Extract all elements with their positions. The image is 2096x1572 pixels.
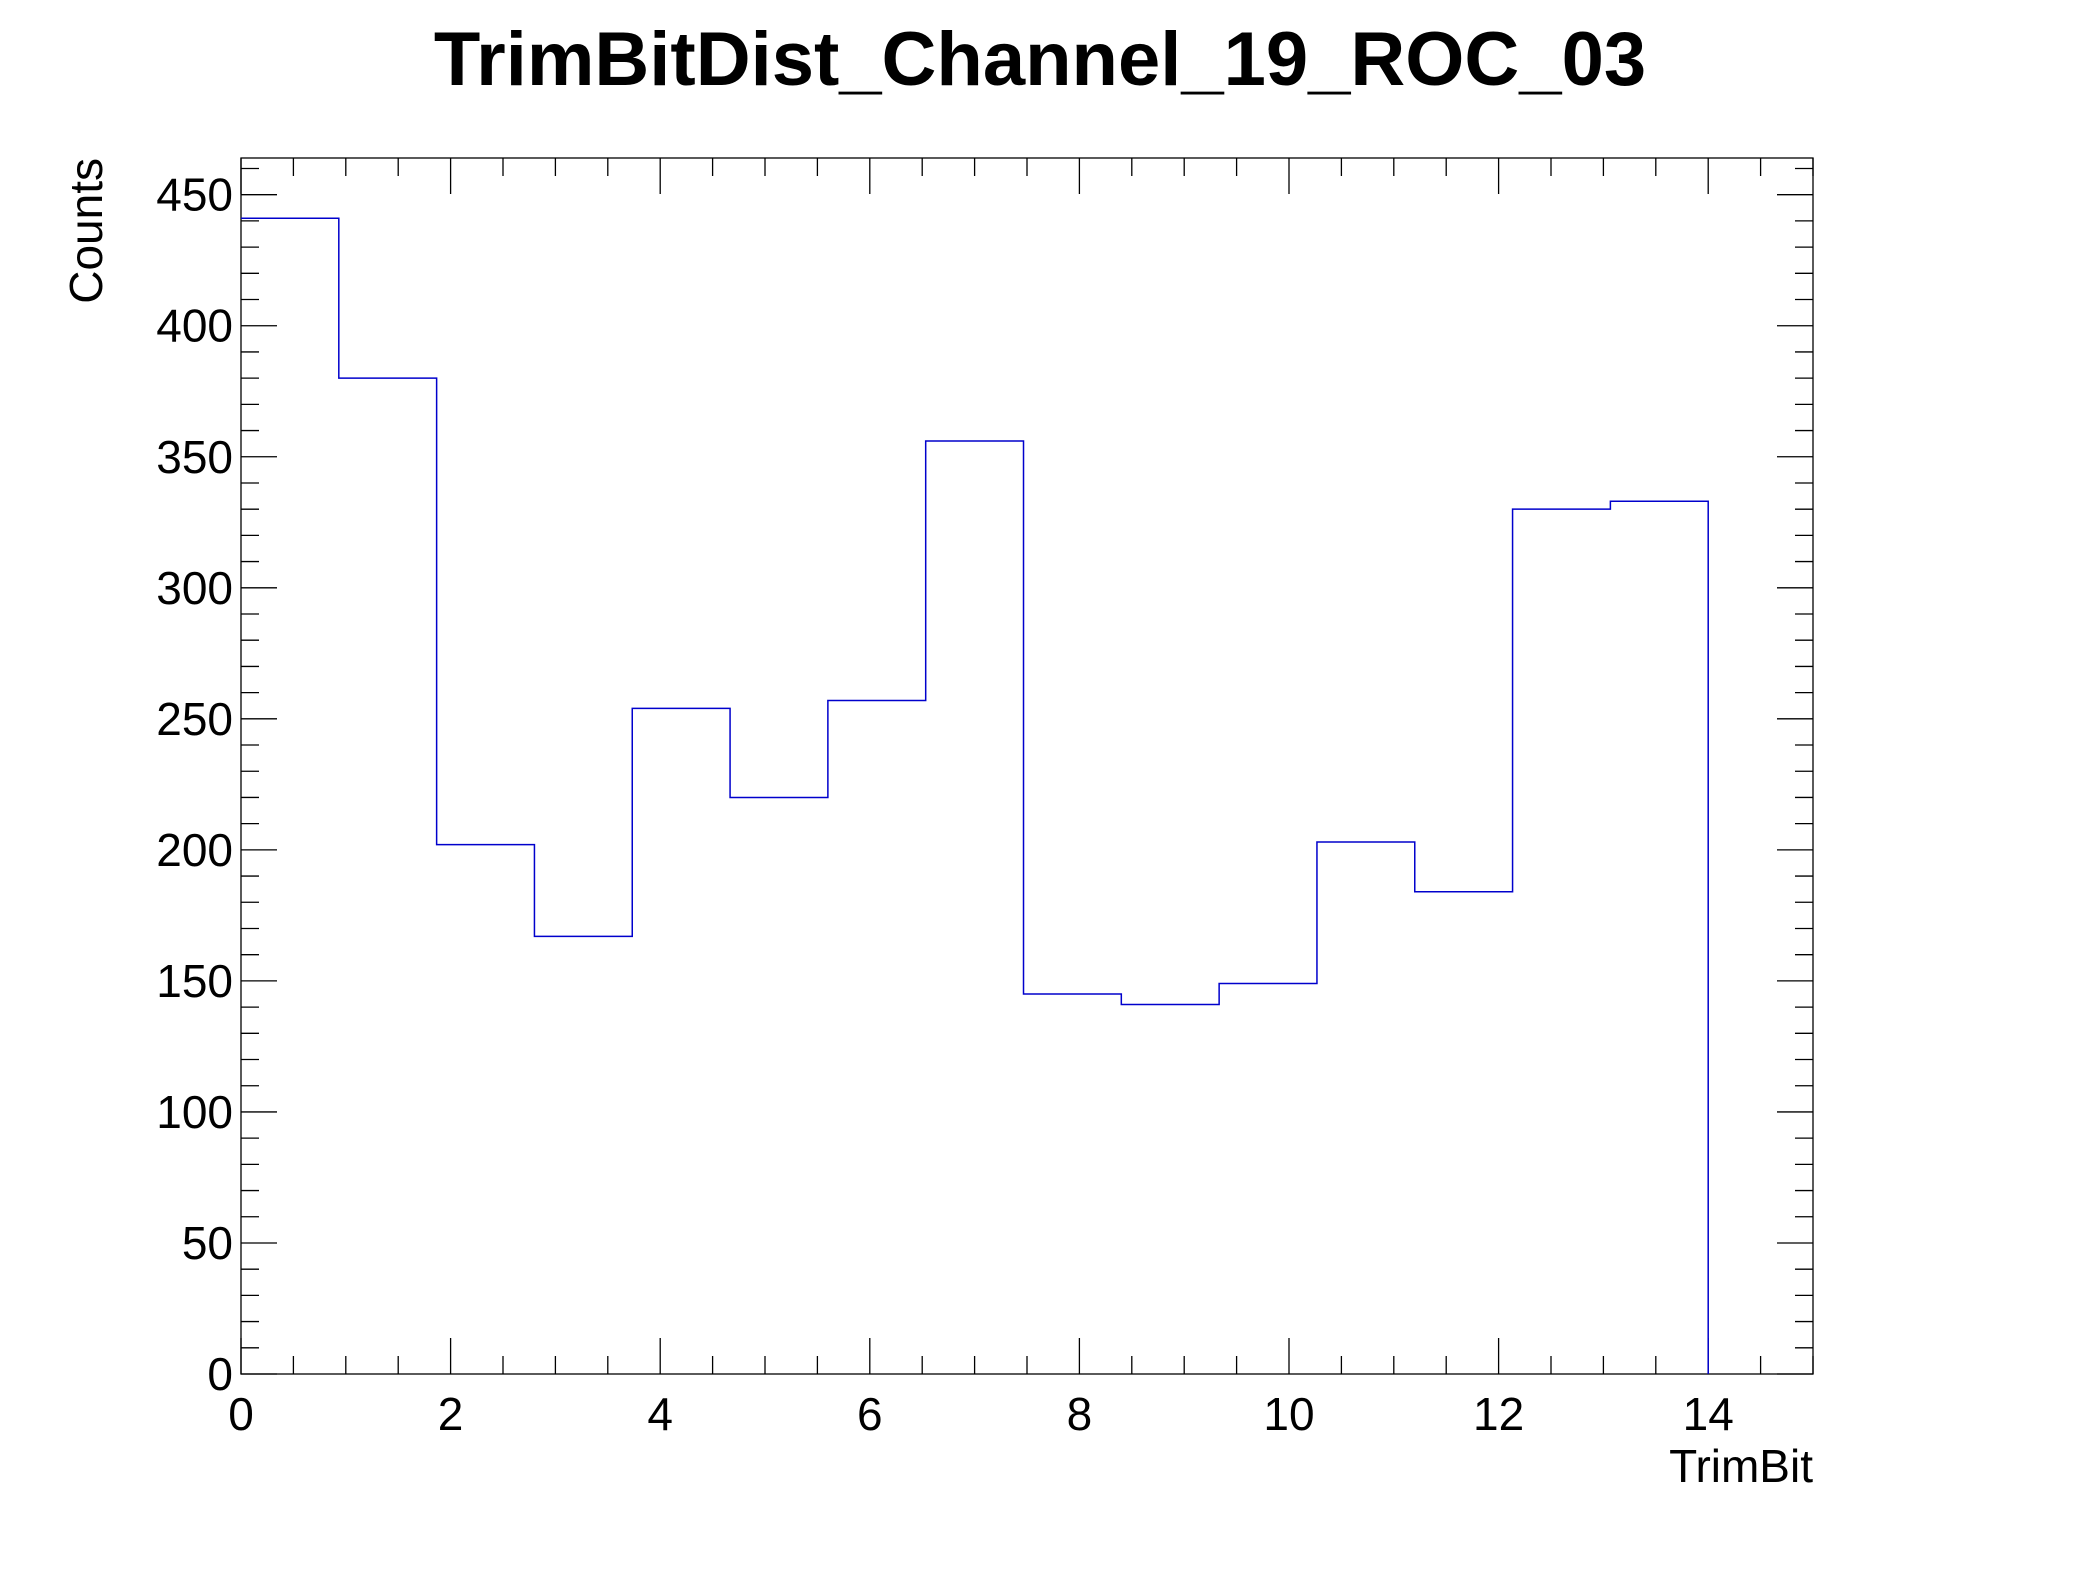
y-tick-label: 150 <box>156 955 233 1007</box>
y-axis-label: Counts <box>60 158 112 304</box>
x-tick-label: 0 <box>228 1388 254 1440</box>
x-tick-label: 10 <box>1263 1388 1314 1440</box>
x-axis-label: TrimBit <box>1669 1440 1813 1492</box>
y-tick-label: 300 <box>156 562 233 614</box>
chart-title: TrimBitDist_Channel_19_ROC_03 <box>434 17 1646 102</box>
y-tick-label: 100 <box>156 1086 233 1138</box>
y-tick-label: 450 <box>156 169 233 221</box>
y-tick-label: 250 <box>156 693 233 745</box>
y-tick-label: 0 <box>207 1348 233 1400</box>
y-tick-label: 200 <box>156 824 233 876</box>
x-tick-label: 12 <box>1473 1388 1524 1440</box>
axes: 0 2 4 6 8 10 12 14 0 50 100 150 200 250 300 350 400 450 <box>156 157 1814 1440</box>
x-tick-label: 8 <box>1067 1388 1093 1440</box>
plot-frame <box>240 157 1814 1375</box>
x-tick-label: 14 <box>1683 1388 1734 1440</box>
y-tick-label: 400 <box>156 300 233 352</box>
x-tick-label: 2 <box>438 1388 464 1440</box>
x-tick-label: 4 <box>647 1388 673 1440</box>
x-tick-label: 6 <box>857 1388 883 1440</box>
y-tick-label: 350 <box>156 431 233 483</box>
histogram-line <box>241 217 1709 1374</box>
y-tick-label: 50 <box>182 1217 233 1269</box>
